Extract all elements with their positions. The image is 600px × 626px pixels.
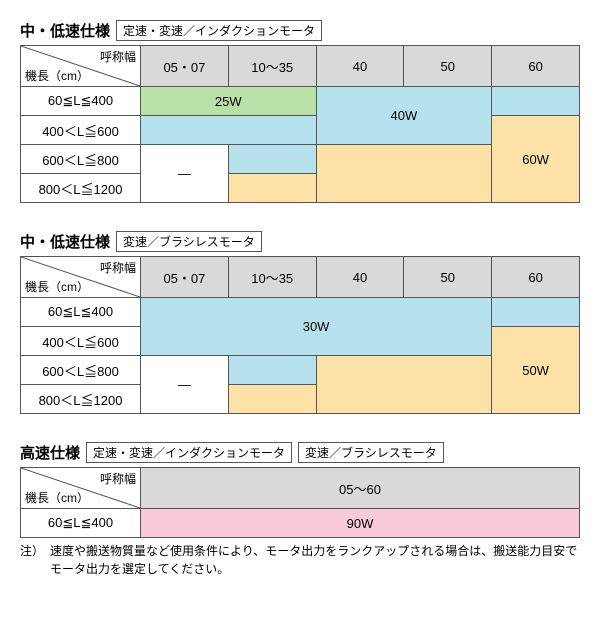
cell-orange xyxy=(316,145,492,203)
note-text: 速度や搬送物質量など使用条件により、モータ出力をランクアップされる場合は、搬送能… xyxy=(50,542,580,578)
row-h: 600＜L≦800 xyxy=(21,356,141,385)
table-3: 呼称幅 機長（cm） 05〜60 60≦L≦400 90W xyxy=(20,467,580,538)
heading-2: 中・低速仕様 変速／ブラシレスモータ xyxy=(20,231,580,252)
corner-bot-2: 機長（cm） xyxy=(25,278,89,295)
cell-30w: 30W xyxy=(141,298,492,356)
row-h: 400＜L≦600 xyxy=(21,116,141,145)
cell-blue xyxy=(141,116,317,145)
cell-blue xyxy=(492,87,580,116)
col-h: 05・07 xyxy=(141,257,229,298)
cell-orange xyxy=(316,356,492,414)
corner-top-3: 呼称幅 xyxy=(100,470,136,487)
corner-cell-3: 呼称幅 機長（cm） xyxy=(21,468,141,509)
cell-60w: 60W xyxy=(492,116,580,203)
cell-90w: 90W xyxy=(141,509,580,538)
corner-cell-2: 呼称幅 機長（cm） xyxy=(21,257,141,298)
table-2: 呼称幅 機長（cm） 05・07 10〜35 40 50 60 60≦L≦400… xyxy=(20,256,580,414)
tag-3b: 変速／ブラシレスモータ xyxy=(298,442,444,463)
cell-orange xyxy=(228,174,316,203)
corner-bot-3: 機長（cm） xyxy=(25,489,89,506)
corner-top-2: 呼称幅 xyxy=(100,259,136,276)
corner-top-1: 呼称幅 xyxy=(100,48,136,65)
cell-orange xyxy=(228,385,316,414)
cell-40w: 40W xyxy=(316,87,492,145)
title-2: 中・低速仕様 xyxy=(20,231,110,252)
cell-blue xyxy=(492,298,580,327)
section-highspeed: 高速仕様 定速・変速／インダクションモータ 変速／ブラシレスモータ 呼称幅 機長… xyxy=(20,442,580,578)
col-h: 05〜60 xyxy=(141,468,580,509)
row-h: 600＜L≦800 xyxy=(21,145,141,174)
row-h: 60≦L≦400 xyxy=(21,87,141,116)
footnote: 注） 速度や搬送物質量など使用条件により、モータ出力をランクアップされる場合は、… xyxy=(20,542,580,578)
heading-1: 中・低速仕様 定速・変速／インダクションモータ xyxy=(20,20,580,41)
col-h: 10〜35 xyxy=(228,46,316,87)
tag-2: 変速／ブラシレスモータ xyxy=(116,231,262,252)
note-prefix: 注） xyxy=(20,542,44,578)
col-h: 50 xyxy=(404,257,492,298)
row-h: 400＜L≦600 xyxy=(21,327,141,356)
col-h: 40 xyxy=(316,257,404,298)
row-h: 800＜L≦1200 xyxy=(21,385,141,414)
tag-3a: 定速・変速／インダクションモータ xyxy=(86,442,292,463)
col-h: 50 xyxy=(404,46,492,87)
row-h: 60≦L≦400 xyxy=(21,298,141,327)
col-h: 05・07 xyxy=(141,46,229,87)
section-induction-midlow: 中・低速仕様 定速・変速／インダクションモータ 呼称幅 機長（cm） 05・07… xyxy=(20,20,580,203)
cell-blue xyxy=(228,356,316,385)
table-1: 呼称幅 機長（cm） 05・07 10〜35 40 50 60 60≦L≦400… xyxy=(20,45,580,203)
cell-50w: 50W xyxy=(492,327,580,414)
cell-dash: — xyxy=(141,356,229,414)
row-h: 60≦L≦400 xyxy=(21,509,141,538)
heading-3: 高速仕様 定速・変速／インダクションモータ 変速／ブラシレスモータ xyxy=(20,442,580,463)
corner-cell-1: 呼称幅 機長（cm） xyxy=(21,46,141,87)
cell-25w: 25W xyxy=(141,87,317,116)
section-brushless-midlow: 中・低速仕様 変速／ブラシレスモータ 呼称幅 機長（cm） 05・07 10〜3… xyxy=(20,231,580,414)
col-h: 40 xyxy=(316,46,404,87)
corner-bot-1: 機長（cm） xyxy=(25,67,89,84)
col-h: 10〜35 xyxy=(228,257,316,298)
cell-dash: — xyxy=(141,145,229,203)
cell-blue xyxy=(228,145,316,174)
row-h: 800＜L≦1200 xyxy=(21,174,141,203)
title-1: 中・低速仕様 xyxy=(20,20,110,41)
col-h: 60 xyxy=(492,46,580,87)
col-h: 60 xyxy=(492,257,580,298)
title-3: 高速仕様 xyxy=(20,442,80,463)
tag-1: 定速・変速／インダクションモータ xyxy=(116,20,322,41)
